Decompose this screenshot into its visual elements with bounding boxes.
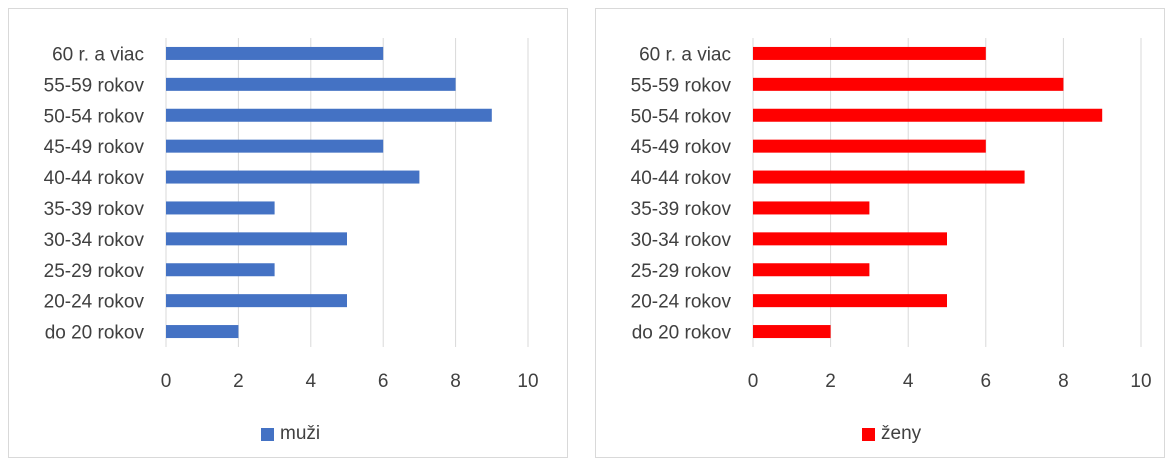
x-tick-label: 10 [517,371,538,392]
legend-label-muzi: muži [280,423,321,444]
bar [753,232,947,246]
legend-swatch-zeny [862,427,875,441]
bar [166,139,384,153]
category-label: 55-59 rokov [631,75,732,96]
x-tick-label: 0 [748,371,759,392]
bar [753,46,986,60]
legend-label-zeny: ženy [881,423,922,444]
bar [753,139,986,153]
bar [166,77,456,91]
x-tick-label: 0 [161,371,172,392]
legend-swatch-muzi [261,427,274,441]
bar [166,294,347,308]
x-tick-label: 6 [981,371,992,392]
category-label: 25-29 rokov [631,261,732,282]
bar [753,294,947,308]
category-label: 45-49 rokov [44,137,145,158]
category-label: 30-34 rokov [631,230,732,251]
category-label: 20-24 rokov [631,292,732,313]
bar [166,232,347,246]
category-label: 40-44 rokov [631,168,732,189]
category-label: 60 r. a viac [639,44,731,65]
category-label: 60 r. a viac [52,44,144,65]
bar [753,325,831,339]
category-label: 25-29 rokov [44,261,145,282]
x-tick-label: 10 [1130,371,1151,392]
legend: muži [261,423,320,445]
bar [166,46,384,60]
chart-muzi: 0 2 4 6 8 10 60 r. a viac 55-59 rokov 50-54 roko… [8,8,568,458]
category-label: 40-44 rokov [44,168,145,189]
x-tick-label: 8 [1058,371,1069,392]
category-label: 45-49 rokov [631,137,732,158]
bar [753,201,870,215]
bar [166,170,420,184]
x-tick-label: 2 [825,371,836,392]
category-label: 35-39 rokov [44,199,145,220]
category-label: 55-59 rokov [44,75,145,96]
chart-zeny: 0 2 4 6 8 10 60 r. a viac 55-59 rokov 50-54 roko… [595,8,1165,458]
bar [166,325,239,339]
bar [753,108,1103,122]
bar [166,263,275,277]
x-tick-label: 4 [306,371,317,392]
legend: ženy [862,423,921,445]
x-tick-label: 4 [903,371,914,392]
bar [166,201,275,215]
category-label: 30-34 rokov [44,230,145,251]
chart-muzi-plot: 0 2 4 6 8 10 60 r. a viac 55-59 rokov 50-54 roko… [44,38,539,392]
chart-zeny-plot: 0 2 4 6 8 10 60 r. a viac 55-59 rokov 50-54 roko… [631,38,1152,392]
category-label: do 20 rokov [45,323,145,344]
category-label: 50-54 rokov [631,106,732,127]
category-label: 50-54 rokov [44,106,145,127]
bar [753,263,870,277]
x-tick-label: 2 [233,371,244,392]
x-tick-label: 6 [378,371,389,392]
bar [166,108,492,122]
category-label: do 20 rokov [632,323,732,344]
bar [753,170,1025,184]
category-label: 35-39 rokov [631,199,732,220]
category-label: 20-24 rokov [44,292,145,313]
bar [753,77,1064,91]
x-tick-label: 8 [450,371,461,392]
